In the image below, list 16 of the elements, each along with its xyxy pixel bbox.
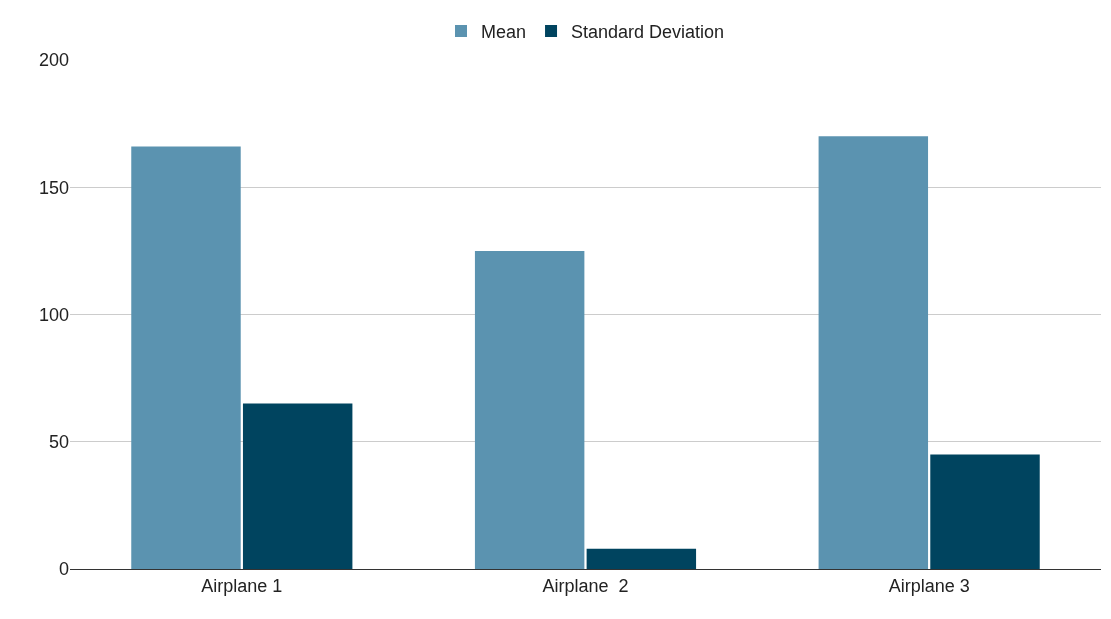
bar [242,403,353,569]
y-tick-label: 200 [38,50,69,71]
bar [586,548,697,569]
x-tick-label: Airplane 1 [201,575,283,596]
legend-label: Standard Deviation [571,22,725,43]
bar [818,136,929,569]
y-tick-label: 50 [48,432,69,453]
bar [474,250,585,569]
y-tick-label: 0 [58,559,69,580]
bar [930,454,1040,569]
legend-label: Mean [481,22,527,43]
y-tick-label: 150 [38,177,69,198]
x-tick-label: Airplane 2 [542,575,629,596]
bar [131,146,241,569]
y-tick-label: 100 [38,304,69,325]
x-tick-label: Airplane 3 [888,575,970,596]
